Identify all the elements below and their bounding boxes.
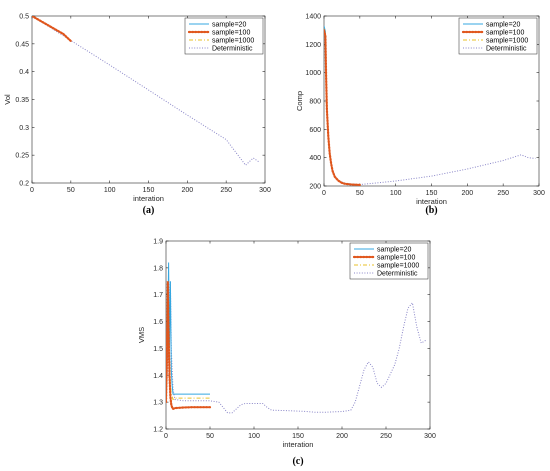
legend-label: sample=20	[486, 22, 521, 29]
legend-label: sample=1000	[212, 38, 254, 45]
x-tick-label: 300	[424, 433, 436, 440]
x-axis-label: interation	[416, 197, 447, 206]
y-axis-label: Vol	[3, 94, 12, 105]
y-tick-label: 0.25	[15, 153, 29, 160]
x-tick-label: 150	[292, 433, 304, 440]
legend: sample=20sample=100sample=1000Determinis…	[458, 17, 538, 55]
y-tick-label: 0.4	[19, 69, 29, 76]
x-tick-label: 0	[164, 433, 168, 440]
x-tick-label: 200	[461, 190, 473, 197]
x-tick-label: 250	[497, 190, 509, 197]
y-tick-label: 1400	[305, 14, 321, 21]
y-tick-label: 1.8	[153, 265, 163, 272]
x-tick-label: 300	[533, 190, 545, 197]
y-tick-label: 1.3	[153, 400, 163, 407]
y-tick-label: 1.6	[153, 319, 163, 326]
y-tick-label: 1.2	[153, 427, 163, 434]
x-tick-label: 200	[336, 433, 348, 440]
y-tick-label: 200	[309, 184, 321, 191]
x-axis-label: interation	[283, 440, 314, 449]
chart-b: 0 50 100 150 200 250 300 200 400 600 800 1000 1200 14…	[295, 14, 545, 217]
x-tick-label: 50	[67, 187, 75, 194]
series-line-sample1000	[166, 294, 210, 401]
legend-label: sample=1000	[377, 263, 419, 270]
panel-caption: (c)	[292, 456, 303, 467]
x-tick-label: 50	[206, 433, 214, 440]
y-tick-label: 0.3	[19, 125, 29, 132]
x-tick-label: 200	[181, 187, 193, 194]
y-tick-label: 1.9	[153, 239, 163, 246]
y-tick-label: 0.45	[15, 41, 29, 48]
y-tick-label: 800	[309, 99, 321, 106]
legend-label: Deterministic	[486, 46, 527, 53]
legend-label: Deterministic	[212, 46, 253, 53]
y-tick-label: 1.5	[153, 346, 163, 353]
legend-label: sample=1000	[486, 38, 528, 45]
y-tick-label: 400	[309, 155, 321, 162]
legend-label: sample=100	[212, 30, 250, 37]
y-tick-label: 0.2	[19, 181, 29, 188]
legend-label: sample=100	[486, 30, 524, 37]
y-axis-label: VMS	[137, 327, 146, 343]
x-tick-label: 100	[248, 433, 260, 440]
x-tick-label: 0	[322, 190, 326, 197]
panel-caption: (b)	[425, 205, 437, 216]
y-tick-label: 1200	[305, 42, 321, 49]
x-axis-label: interation	[133, 194, 164, 203]
chart-a: 0 50 100 150 200 250 300 0.2 0.25 0.3 0.35 0.4 0.45 0…	[3, 14, 271, 217]
series-line-sample100	[324, 29, 361, 186]
x-tick-label: 100	[104, 187, 116, 194]
x-tick-label: 250	[220, 187, 232, 194]
x-tick-label: 0	[30, 187, 34, 194]
y-tick-label: 1000	[305, 70, 321, 77]
y-tick-label: 0.35	[15, 97, 29, 104]
series-line-sample100	[166, 281, 212, 411]
y-tick-label: 1.4	[153, 373, 163, 380]
x-tick-label: 150	[426, 190, 438, 197]
x-tick-label: 100	[390, 190, 402, 197]
y-tick-label: 1.7	[153, 292, 163, 299]
chart-c: 0 50 100 150 200 250 300 1.2 1.3 1.4 1.5 1.6 1.7 1.8 1…	[137, 239, 436, 468]
y-tick-label: 0.5	[19, 14, 29, 21]
series-line-deterministic	[166, 281, 426, 414]
y-axis-label: Comp	[295, 91, 304, 111]
legend-label: sample=20	[377, 247, 412, 254]
y-tick-label: 600	[309, 127, 321, 134]
legend-label: sample=100	[377, 255, 415, 262]
legend-label: Deterministic	[377, 271, 418, 278]
panel-caption: (a)	[143, 205, 155, 216]
legend: sample=20sample=100sample=1000Determinis…	[349, 242, 429, 280]
x-tick-label: 50	[356, 190, 364, 197]
x-tick-label: 250	[380, 433, 392, 440]
series-line-sample100	[32, 16, 72, 43]
legend: sample=20sample=100sample=1000Determinis…	[184, 17, 264, 55]
legend-label: sample=20	[212, 22, 247, 29]
x-tick-label: 300	[259, 187, 271, 194]
x-tick-label: 150	[143, 187, 155, 194]
